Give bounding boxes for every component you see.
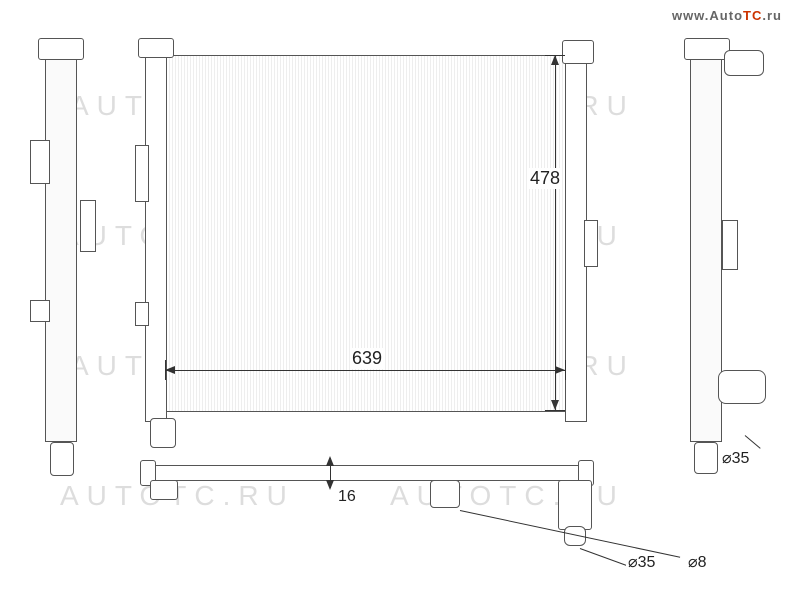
dim-height-label: 478 xyxy=(528,168,562,189)
left-clip xyxy=(80,200,96,252)
left-cap xyxy=(38,38,84,60)
left-bracket-mid xyxy=(30,300,50,322)
left-bracket-upper xyxy=(30,140,50,184)
right-lower-boss xyxy=(694,442,718,474)
left-tank xyxy=(145,45,167,422)
arrow-icon xyxy=(326,456,334,466)
bottom-fitting-mid xyxy=(430,480,460,508)
url-suffix: .ru xyxy=(762,8,782,23)
left-outlet xyxy=(50,442,74,476)
dim-width-label: 639 xyxy=(350,348,384,369)
front-bracket-left-1 xyxy=(135,145,149,202)
front-cap-left xyxy=(138,38,174,58)
dim-height-line xyxy=(555,55,556,410)
dim-width-line xyxy=(165,370,565,371)
ext-line xyxy=(165,360,166,380)
ext-line xyxy=(565,360,566,380)
dia-label-c: ⌀8 xyxy=(686,552,709,572)
arrow-icon xyxy=(551,55,559,65)
front-bracket-right xyxy=(584,220,598,267)
right-clip xyxy=(722,220,738,270)
right-inlet-pipe xyxy=(724,50,764,76)
leader-line xyxy=(745,435,761,449)
arrow-icon xyxy=(326,480,334,490)
right-outlet-pipe xyxy=(718,370,766,404)
drawing-canvas: AUTOTC.RU AUTOTC.RU AUTOTC.RU AUTOTC.RU … xyxy=(0,0,800,600)
ext-line xyxy=(545,410,565,411)
bottom-fitting-right xyxy=(558,480,592,530)
leader-line xyxy=(580,548,627,566)
source-url: www.AutoTC.ru xyxy=(672,8,782,23)
url-prefix: www.Auto xyxy=(672,8,743,23)
dia-label-b: ⌀35 xyxy=(626,552,657,572)
arrow-icon xyxy=(551,400,559,410)
front-cap-right xyxy=(562,40,594,64)
front-bracket-left-2 xyxy=(135,302,149,326)
arrow-icon xyxy=(165,366,175,374)
bottom-profile xyxy=(148,465,584,481)
arrow-icon xyxy=(555,366,565,374)
dim-thickness-label: 16 xyxy=(336,488,358,506)
dia-label-a: ⌀35 xyxy=(720,448,751,468)
url-tc: TC xyxy=(743,8,762,23)
front-outlet-left xyxy=(150,418,176,448)
ext-line xyxy=(545,55,565,56)
left-tank-profile xyxy=(45,45,77,442)
bottom-fitting-left xyxy=(150,480,178,500)
